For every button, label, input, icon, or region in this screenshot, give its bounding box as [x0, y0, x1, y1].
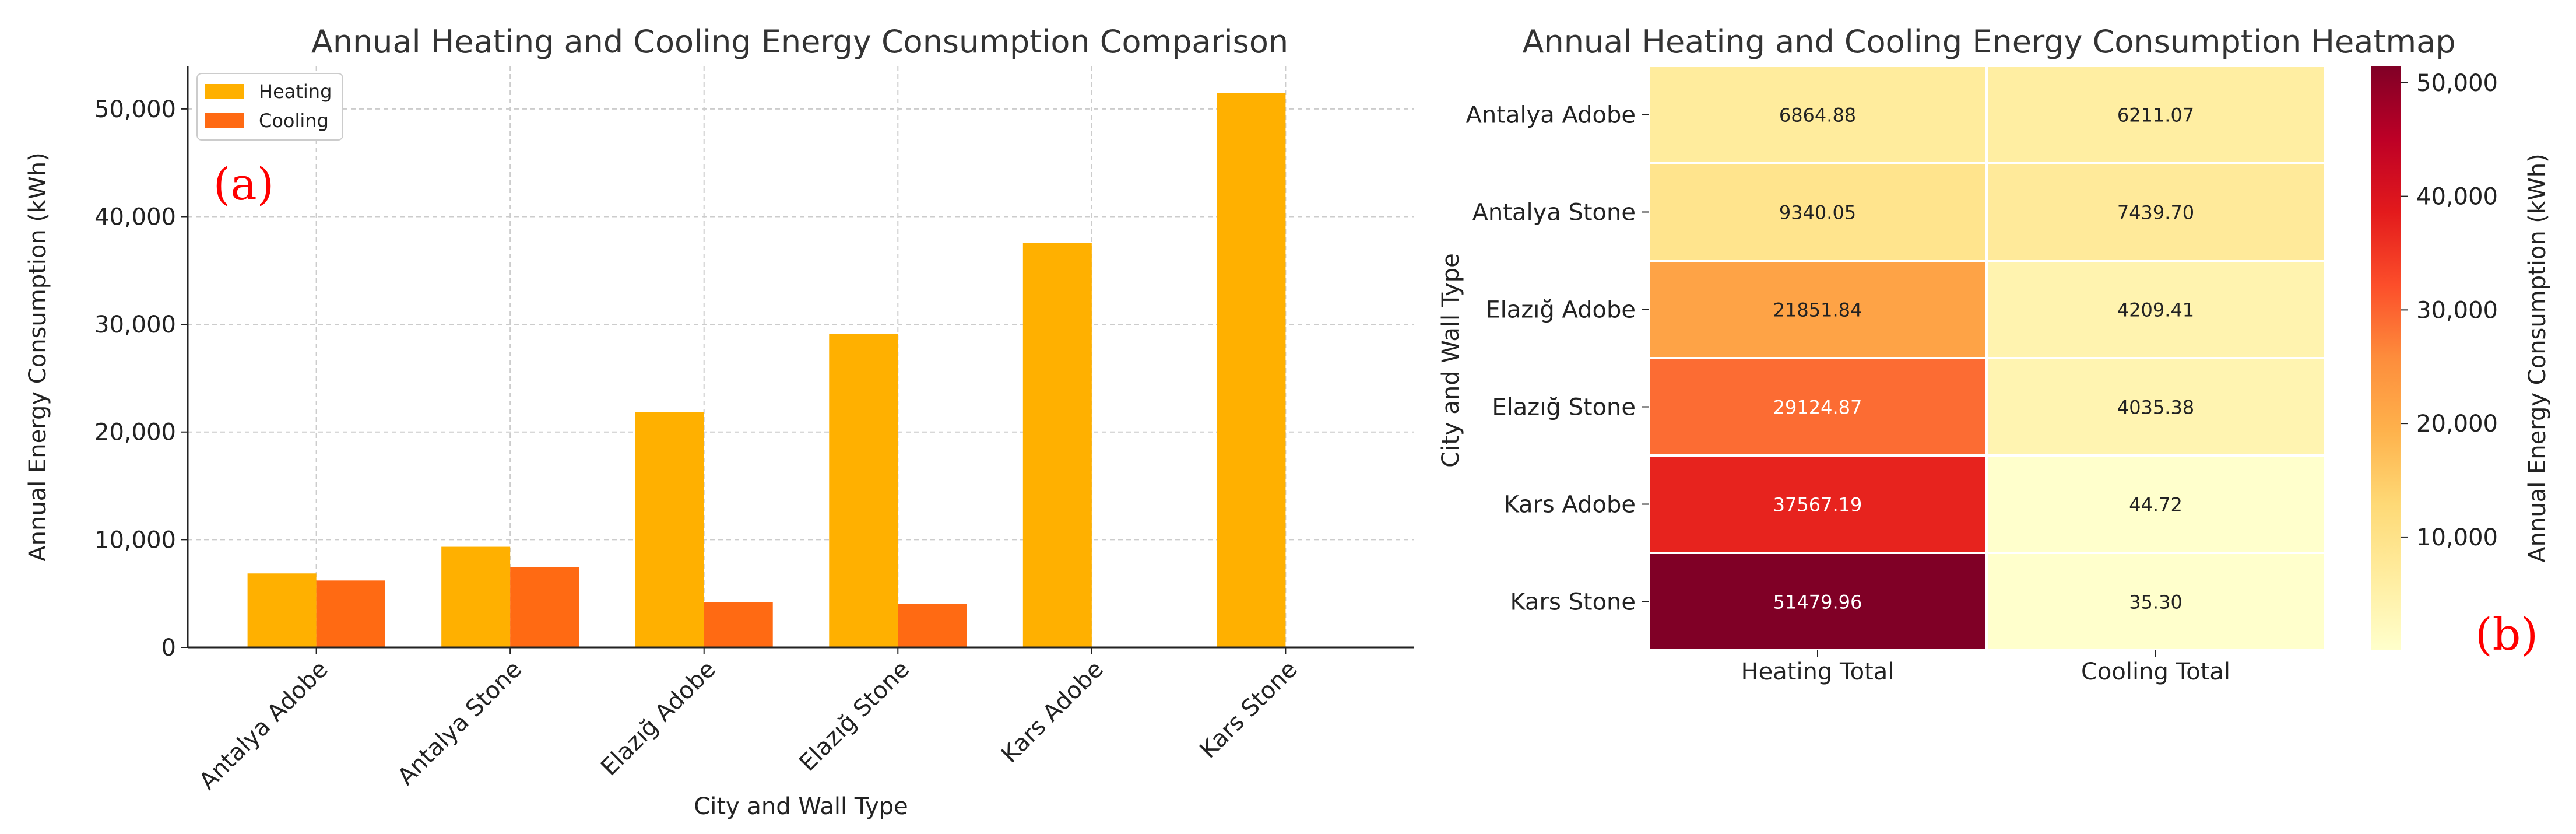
- y-tick-label: 20,000: [94, 419, 176, 446]
- heatmap-cell-value: 21851.84: [1773, 299, 1862, 321]
- heatmap-cell-antalya-stone-cooling-total: [1985, 162, 2326, 262]
- heatmap-cell-elazig-adobe-heating-total: [1647, 260, 1988, 359]
- heatmap-column-label: Heating Total: [1741, 658, 1895, 685]
- bar-chart-title: Annual Heating and Cooling Energy Consum…: [311, 23, 1288, 60]
- x-tick-label: Elazığ Adobe: [596, 656, 721, 782]
- legend-swatch-cooling: [205, 113, 244, 128]
- heatmap-cell-value: 51479.96: [1773, 591, 1862, 614]
- heatmap-cell-value: 35.30: [2129, 591, 2183, 614]
- heatmap-cell-value: 44.72: [2129, 494, 2183, 516]
- heatmap-cell-value: 4035.38: [2117, 397, 2194, 419]
- heatmap-cell-kars-adobe-heating-total: [1647, 454, 1988, 554]
- bar-cooling-elazig-stone: [898, 604, 967, 647]
- panel-label-b: (b): [2475, 608, 2538, 660]
- heatmap-cell-kars-stone-cooling-total: [1985, 552, 2326, 651]
- heatmap-cell-value: 29124.87: [1773, 397, 1862, 419]
- x-tick-label: Elazığ Stone: [794, 656, 915, 777]
- colorbar-tick-label: 50,000: [2416, 70, 2498, 97]
- x-tick-label: Kars Adobe: [996, 656, 1109, 769]
- heatmap-row-label: Elazığ Adobe: [1485, 297, 1636, 324]
- bar-cooling-elazig-adobe: [704, 602, 773, 647]
- x-axis-ticks: Antalya Adobe Antalya Stone Elazığ Adobe El…: [194, 647, 1302, 795]
- colorbar-tick-label: 40,000: [2416, 184, 2498, 211]
- heatmap-cell-elazig-stone-heating-total: [1647, 357, 1988, 457]
- heatmap-cell-value: 37567.19: [1773, 494, 1862, 516]
- legend-label-heating: Heating: [259, 80, 332, 103]
- colorbar-tick-label: 10,000: [2416, 524, 2498, 551]
- bar-heating-kars-stone: [1217, 93, 1286, 647]
- heatmap-row-labels: Antalya Adobe Antalya Stone Elazığ Adobe El…: [1466, 102, 1649, 616]
- heatmap-row-label: Antalya Adobe: [1466, 102, 1636, 129]
- colorbar-tick-label: 30,000: [2416, 297, 2498, 324]
- heatmap-cell-value: 4209.41: [2117, 299, 2194, 321]
- colorbar-label: Annual Energy Consumption (kWh): [2524, 153, 2551, 562]
- bar-heating-elazig-adobe: [635, 412, 704, 647]
- legend-swatch-heating: [205, 84, 244, 99]
- heatmap-title: Annual Heating and Cooling Energy Consum…: [1523, 23, 2456, 60]
- colorbar-ticks: 10,000 20,000 30,000 40,000 50,000: [2401, 70, 2498, 551]
- legend: Heating Cooling: [196, 73, 343, 141]
- heatmap-cell-kars-stone-heating-total: [1647, 552, 1988, 651]
- y-tick-label: 50,000: [94, 96, 176, 123]
- heatmap-y-axis-label: City and Wall Type: [1438, 253, 1464, 467]
- bar-chart-bars: [247, 93, 1355, 647]
- heatmap-column-label: Cooling Total: [2081, 658, 2230, 685]
- y-axis-label: Annual Energy Consumption (kWh): [24, 152, 51, 561]
- heatmap-cell-value: 6211.07: [2117, 104, 2194, 127]
- y-tick-label: 30,000: [94, 311, 176, 338]
- colorbar: [2371, 66, 2401, 650]
- heatmap-cell-value: 6864.88: [1779, 104, 1856, 127]
- bar-cooling-antalya-adobe: [316, 580, 385, 647]
- bar-heating-antalya-adobe: [247, 573, 317, 647]
- x-axis-label: City and Wall Type: [694, 793, 908, 820]
- x-tick-label: Kars Stone: [1195, 656, 1303, 764]
- colorbar-tick-label: 20,000: [2416, 411, 2498, 437]
- heatmap-column-labels: Heating Total Cooling Total: [1741, 650, 2230, 685]
- x-tick-label: Antalya Adobe: [194, 656, 333, 796]
- bar-heating-kars-adobe: [1022, 243, 1092, 647]
- x-tick-label: Antalya Stone: [392, 656, 527, 791]
- heatmap-cell-elazig-stone-cooling-total: [1985, 357, 2326, 457]
- heatmap-cell-antalya-adobe-cooling-total: [1985, 65, 2326, 164]
- y-tick-label: 10,000: [94, 527, 176, 553]
- heatmap-cell-kars-adobe-cooling-total: [1985, 454, 2326, 554]
- y-tick-label: 40,000: [94, 204, 176, 230]
- bar-cooling-antalya-stone: [510, 567, 579, 647]
- heatmap-panel: Annual Heating and Cooling Energy Consum…: [1438, 23, 2551, 685]
- heatmap-row-label: Antalya Stone: [1472, 199, 1636, 226]
- bar-heating-elazig-stone: [829, 334, 898, 647]
- bar-heating-antalya-stone: [441, 546, 511, 647]
- heatmap-row-label: Kars Stone: [1510, 589, 1636, 616]
- panel-label-a: (a): [213, 158, 275, 210]
- heatmap-cells: 6864.88 6211.07 9340.05 7439.70 21851.84 4209…: [1647, 65, 2326, 651]
- heatmap-cell-value: 9340.05: [1779, 202, 1856, 224]
- y-axis-ticks: 0 10,000 20,000 30,000 40,000 50,000: [94, 96, 188, 661]
- bar-chart-panel: Annual Heating and Cooling Energy Consum…: [24, 23, 1414, 820]
- heatmap-row-label: Kars Adobe: [1503, 492, 1636, 518]
- legend-label-cooling: Cooling: [259, 110, 329, 132]
- heatmap-cell-value: 7439.70: [2117, 202, 2194, 224]
- y-tick-label: 0: [161, 635, 176, 661]
- heatmap-row-label: Elazığ Stone: [1492, 394, 1636, 421]
